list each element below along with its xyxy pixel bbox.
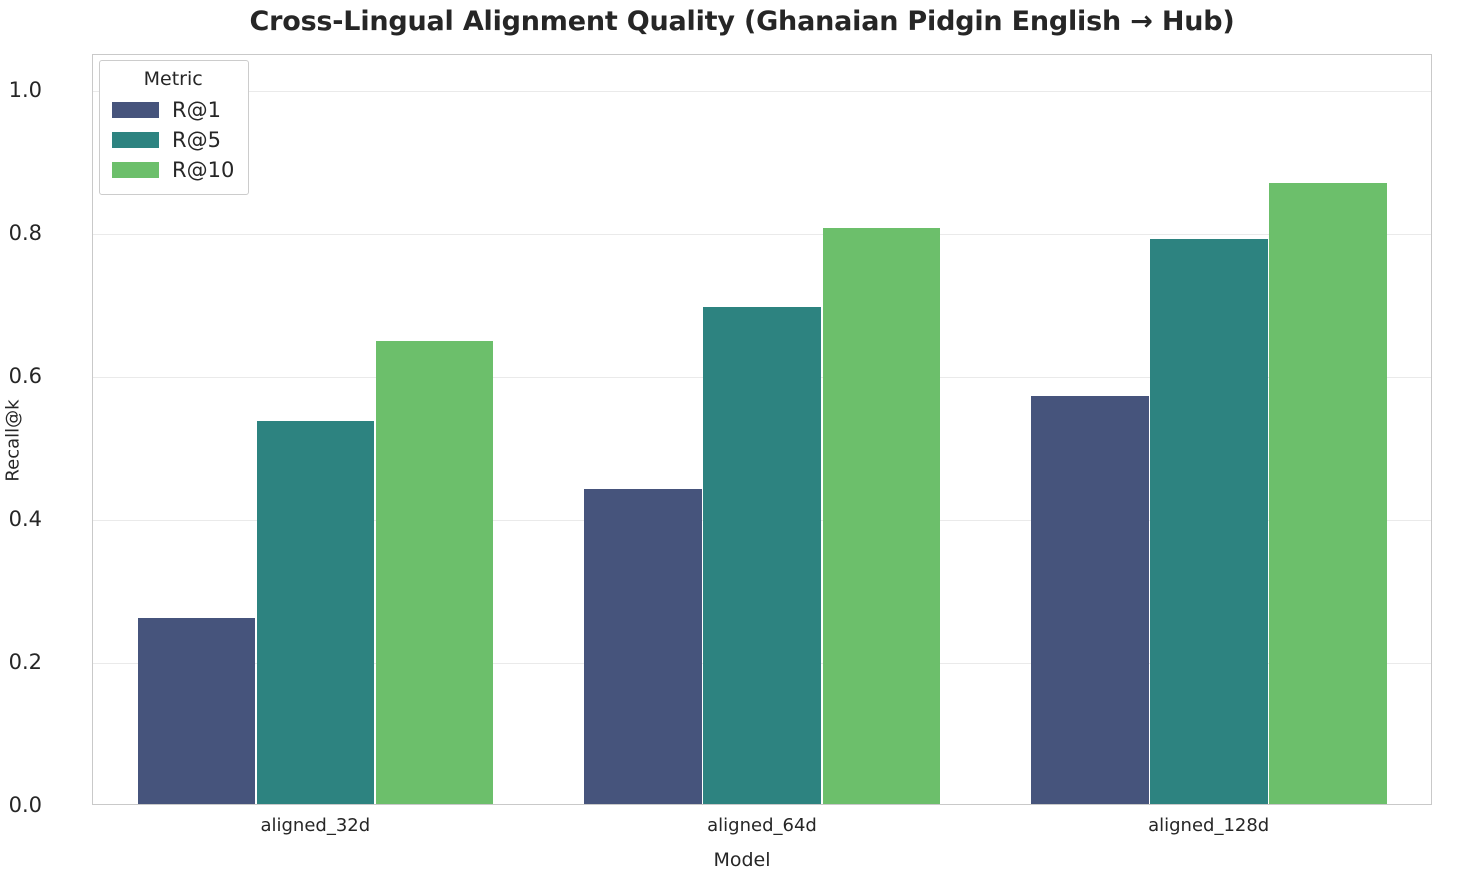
gridline bbox=[93, 233, 1431, 236]
legend-item[interactable]: R@1 bbox=[112, 95, 234, 125]
x-axis-label: Model bbox=[713, 849, 771, 871]
bar bbox=[137, 618, 256, 804]
bar bbox=[1150, 238, 1268, 804]
bar bbox=[1269, 183, 1387, 804]
legend-label: R@10 bbox=[172, 157, 235, 182]
y-axis-label: Recall@k bbox=[2, 399, 24, 482]
legend: Metric R@1 R@5 R@10 bbox=[99, 60, 250, 195]
bars-layer bbox=[93, 55, 1431, 804]
x-tick-label: aligned_128d bbox=[1148, 815, 1270, 836]
plot-area bbox=[92, 54, 1432, 805]
y-tick-label: 1.0 bbox=[8, 77, 42, 102]
x-tick-label: aligned_64d bbox=[707, 815, 817, 836]
bar bbox=[584, 489, 702, 804]
legend-swatch-icon bbox=[112, 102, 159, 118]
bar bbox=[703, 306, 821, 804]
legend-swatch-icon bbox=[112, 132, 159, 148]
legend-label: R@1 bbox=[172, 97, 221, 122]
legend-item[interactable]: R@10 bbox=[112, 155, 234, 185]
x-tick-label: aligned_32d bbox=[260, 815, 371, 836]
bar bbox=[822, 228, 941, 804]
chart-title: Cross-Lingual Alignment Quality (Ghanaia… bbox=[249, 6, 1235, 37]
y-tick-label: 0.0 bbox=[8, 793, 42, 817]
gridline bbox=[93, 90, 1431, 93]
legend-label: R@5 bbox=[172, 127, 221, 152]
legend-title: Metric bbox=[143, 68, 203, 90]
y-tick-label: 0.2 bbox=[8, 649, 42, 674]
y-tick-label: 0.4 bbox=[8, 506, 42, 531]
bar bbox=[1031, 396, 1149, 804]
y-tick-label: 0.6 bbox=[8, 363, 42, 388]
bar bbox=[256, 421, 375, 804]
y-tick-label: 0.8 bbox=[8, 220, 42, 245]
legend-item[interactable]: R@5 bbox=[112, 125, 234, 155]
legend-swatch-icon bbox=[112, 162, 159, 178]
bar bbox=[375, 340, 494, 804]
legend-rows: R@1 R@5 R@10 bbox=[112, 95, 234, 185]
